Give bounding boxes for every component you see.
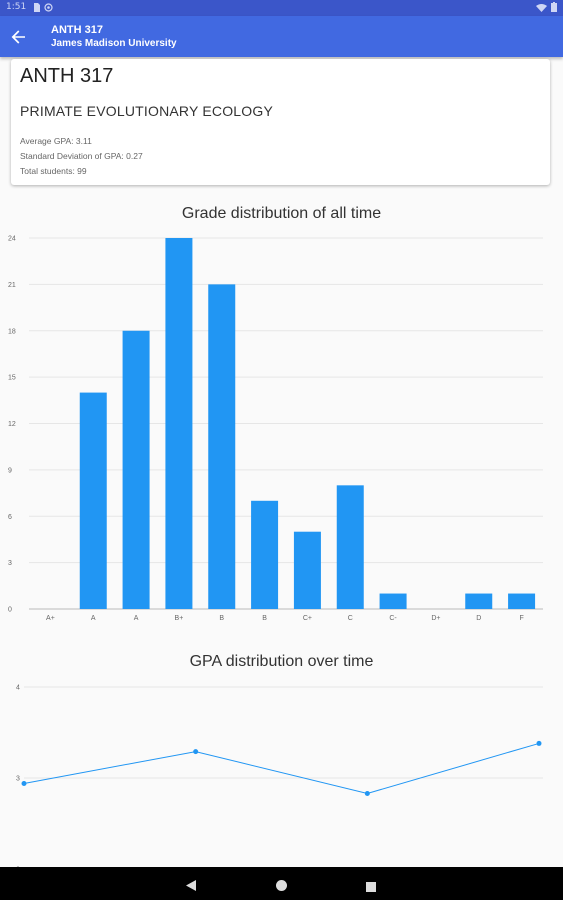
y-tick-label: 21 bbox=[8, 282, 16, 289]
bar-C- bbox=[379, 593, 407, 609]
course-code: ANTH 317 bbox=[20, 65, 114, 87]
bar-B- bbox=[251, 500, 279, 609]
x-tick-label: F bbox=[519, 615, 523, 622]
nav-recents-icon[interactable] bbox=[366, 879, 376, 897]
x-tick-label: B+ bbox=[175, 615, 184, 622]
total-students: Total students: 99 bbox=[20, 166, 87, 176]
bar-B+ bbox=[165, 238, 193, 609]
y-tick-label: 2 bbox=[16, 867, 20, 868]
course-name: PRIMATE EVOLUTIONARY ECOLOGY bbox=[20, 103, 273, 119]
bar-C+ bbox=[293, 531, 321, 609]
y-tick-label: 24 bbox=[8, 236, 16, 243]
gpa-over-time-chart: 2 3 4 bbox=[16, 685, 543, 868]
bar-D bbox=[465, 593, 493, 609]
status-time: 1:51 bbox=[6, 2, 27, 12]
x-tick-label: D bbox=[476, 615, 481, 622]
gpa-std-dev: Standard Deviation of GPA: 0.27 bbox=[20, 151, 143, 161]
bar-A bbox=[79, 392, 107, 609]
gpa-point bbox=[193, 749, 199, 755]
y-tick-label: 18 bbox=[8, 328, 16, 335]
gpa-chart-title: GPA distribution over time bbox=[189, 653, 374, 670]
grade-distribution-chart: 0 3 6 9 12 15 18 21 24 A+ A A B+ B B C+ C C- D+ D F bbox=[8, 236, 543, 622]
at-sign-icon bbox=[44, 3, 53, 15]
x-tick-label: B bbox=[219, 615, 224, 622]
sim-card-icon bbox=[33, 3, 40, 15]
y-tick-label: 9 bbox=[8, 467, 12, 474]
back-arrow-icon[interactable] bbox=[10, 28, 28, 46]
app-title: ANTH 317 bbox=[51, 24, 103, 36]
gpa-point bbox=[21, 780, 27, 786]
x-tick-label: D+ bbox=[431, 615, 440, 622]
y-tick-label: 12 bbox=[8, 421, 16, 428]
app-subtitle: James Madison University bbox=[51, 38, 177, 49]
y-tick-label: 3 bbox=[16, 776, 20, 783]
x-tick-label: A+ bbox=[46, 615, 55, 622]
y-tick-label: 3 bbox=[8, 560, 12, 567]
bar-F bbox=[508, 593, 536, 609]
bar-A- bbox=[122, 330, 150, 609]
y-tick-label: 6 bbox=[8, 514, 12, 521]
bar-B bbox=[208, 284, 236, 609]
wifi-icon bbox=[536, 3, 547, 15]
battery-icon bbox=[551, 2, 557, 15]
system-nav-bar bbox=[0, 867, 563, 900]
x-tick-label: C bbox=[348, 615, 353, 622]
gpa-point bbox=[364, 790, 370, 796]
y-tick-label: 0 bbox=[8, 607, 12, 614]
course-info-card: ANTH 317 PRIMATE EVOLUTIONARY ECOLOGY Av… bbox=[11, 59, 550, 185]
x-tick-label: A bbox=[134, 615, 139, 622]
grade-chart-title: Grade distribution of all time bbox=[181, 205, 382, 222]
x-tick-label: C+ bbox=[303, 615, 312, 622]
app-bar: ANTH 317 James Madison University bbox=[0, 16, 563, 57]
gpa-series-line bbox=[23, 742, 540, 794]
bar-C bbox=[336, 485, 364, 609]
gpa-point bbox=[536, 740, 542, 746]
average-gpa: Average GPA: 3.11 bbox=[20, 136, 92, 146]
nav-back-icon[interactable] bbox=[186, 878, 196, 896]
x-tick-label: B bbox=[262, 615, 267, 622]
nav-home-icon[interactable] bbox=[276, 878, 287, 896]
status-bar: 1:51 bbox=[0, 0, 563, 16]
x-tick-label: C- bbox=[389, 615, 397, 622]
y-tick-label: 4 bbox=[16, 685, 20, 692]
y-tick-label: 15 bbox=[8, 375, 16, 382]
x-tick-label: A bbox=[91, 615, 96, 622]
